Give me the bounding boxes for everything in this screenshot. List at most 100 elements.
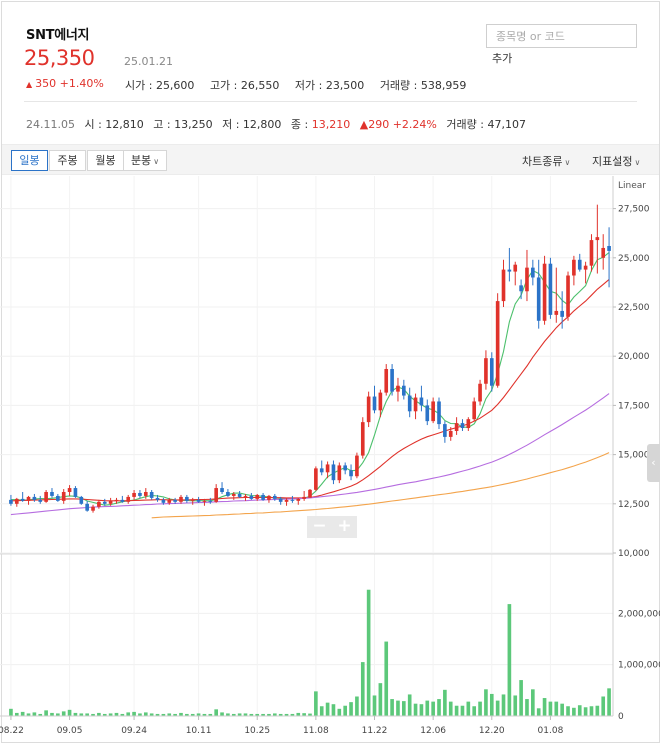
side-panel-toggle[interactable]: ‹ bbox=[647, 444, 660, 482]
candle-body bbox=[108, 500, 113, 504]
tab-daily[interactable]: 일봉 bbox=[11, 150, 48, 171]
candle-body bbox=[114, 499, 119, 501]
indicator-settings-menu[interactable]: 지표설정 ∨ bbox=[592, 153, 640, 169]
open-price: 시가 : 25,600 bbox=[125, 79, 195, 92]
candle-body bbox=[255, 494, 260, 499]
candle-body bbox=[243, 495, 248, 497]
volume-bar bbox=[296, 712, 301, 716]
chart-axes: Linear 10,000 12,500 15,000 17,500 20,000 22,5… bbox=[0, 176, 660, 736]
candle-body bbox=[50, 491, 54, 496]
date-tick-label: 10.25 bbox=[244, 726, 270, 736]
volume-bar bbox=[319, 706, 324, 716]
price-tick-label: 27,500 bbox=[618, 205, 650, 215]
volume-bar bbox=[214, 709, 218, 716]
volume-bar bbox=[337, 708, 342, 716]
candle-body bbox=[237, 493, 242, 497]
volume-bar bbox=[261, 713, 265, 716]
volume-bar bbox=[56, 713, 60, 716]
volume-bar bbox=[220, 712, 224, 716]
candle-body bbox=[167, 499, 172, 503]
volume-bar bbox=[572, 707, 576, 716]
volume-bar bbox=[308, 713, 312, 716]
stock-chart[interactable]: Linear 10,000 12,500 15,000 17,500 20,000 22,5… bbox=[0, 176, 660, 742]
price-tick-label: 12,500 bbox=[618, 500, 650, 510]
volume-bar bbox=[366, 589, 371, 716]
candle-body bbox=[531, 267, 535, 278]
candle-body bbox=[595, 237, 600, 241]
candle-body bbox=[489, 358, 494, 386]
volume-bar bbox=[413, 703, 418, 716]
candle-body bbox=[331, 464, 336, 481]
volume-bar bbox=[278, 713, 283, 716]
candle-body bbox=[308, 489, 312, 498]
tab-minute[interactable]: 분봉 ∨ bbox=[123, 150, 167, 171]
candle-body bbox=[448, 430, 453, 437]
candle-body bbox=[525, 267, 529, 292]
add-button[interactable]: 추가 bbox=[492, 52, 513, 65]
tab-weekly[interactable]: 주봉 bbox=[49, 150, 86, 171]
candle-body bbox=[554, 310, 559, 315]
candle-body bbox=[560, 310, 564, 317]
candle-low: 저 : 12,800 bbox=[222, 118, 282, 131]
zoom-in-button[interactable]: + bbox=[337, 516, 352, 536]
volume-bar bbox=[161, 713, 166, 716]
volume-bar bbox=[9, 708, 13, 716]
volume-bar bbox=[190, 713, 195, 716]
candle-body bbox=[402, 385, 406, 396]
candle-body bbox=[542, 263, 547, 321]
zoom-out-button[interactable]: − bbox=[312, 516, 327, 536]
candle-body bbox=[495, 301, 500, 386]
candle-body bbox=[484, 358, 488, 384]
candle-close-label: 종 : bbox=[290, 118, 309, 131]
high-price: 고가 : 26,550 bbox=[209, 79, 280, 92]
candle-body bbox=[214, 488, 218, 502]
candle-body bbox=[355, 455, 359, 477]
volume-tick-label: 2,000,000 bbox=[618, 609, 660, 619]
volume-bar bbox=[525, 699, 529, 716]
volume-bar bbox=[196, 713, 201, 716]
volume-bar bbox=[583, 707, 588, 716]
candle-body bbox=[91, 506, 95, 511]
candle-body bbox=[85, 503, 89, 511]
candle-body bbox=[284, 499, 289, 502]
volume-bar bbox=[20, 711, 25, 716]
stock-search[interactable] bbox=[486, 24, 637, 48]
volume-bar bbox=[73, 712, 78, 716]
volume-bar bbox=[126, 712, 131, 716]
candle-body bbox=[267, 495, 271, 500]
price-date: 25.01.21 bbox=[124, 55, 173, 68]
volume-bar bbox=[454, 705, 459, 716]
date-tick-label: 11.08 bbox=[303, 726, 329, 736]
volume-bar bbox=[32, 712, 37, 716]
candle-body bbox=[185, 496, 189, 501]
date-tick-label: 09.05 bbox=[57, 726, 83, 736]
candle-date: 24.11.05 bbox=[26, 118, 75, 131]
date-tick-label: 10.11 bbox=[186, 726, 212, 736]
candle-body bbox=[466, 419, 471, 429]
volume-bar bbox=[97, 712, 101, 716]
volume-bar bbox=[536, 708, 541, 716]
volume-bar bbox=[419, 704, 424, 716]
volume-bar bbox=[67, 709, 72, 716]
volume-bar bbox=[38, 713, 43, 716]
volume-bar bbox=[589, 706, 594, 716]
volume-bar bbox=[396, 700, 400, 716]
chart-type-menu[interactable]: 차트종류 ∨ bbox=[522, 153, 570, 169]
stock-search-input[interactable] bbox=[487, 25, 636, 48]
candle-body bbox=[73, 488, 78, 497]
volume-bar bbox=[14, 712, 19, 716]
candle-body bbox=[437, 401, 441, 425]
candle-high: 고 : 13,250 bbox=[153, 118, 213, 131]
divider bbox=[24, 101, 637, 102]
tab-monthly[interactable]: 월봉 bbox=[87, 150, 124, 171]
candle-body bbox=[155, 497, 160, 500]
candle-body bbox=[149, 491, 154, 498]
volume-bar bbox=[372, 695, 377, 716]
date-tick-label: 12.06 bbox=[420, 726, 446, 736]
volume-bar bbox=[378, 683, 383, 716]
candle-body bbox=[32, 496, 37, 500]
candle-body bbox=[431, 401, 435, 422]
volume-bar bbox=[202, 713, 207, 716]
trade-volume: 거래량 : 538,959 bbox=[379, 79, 467, 92]
volume-bar bbox=[91, 713, 95, 716]
